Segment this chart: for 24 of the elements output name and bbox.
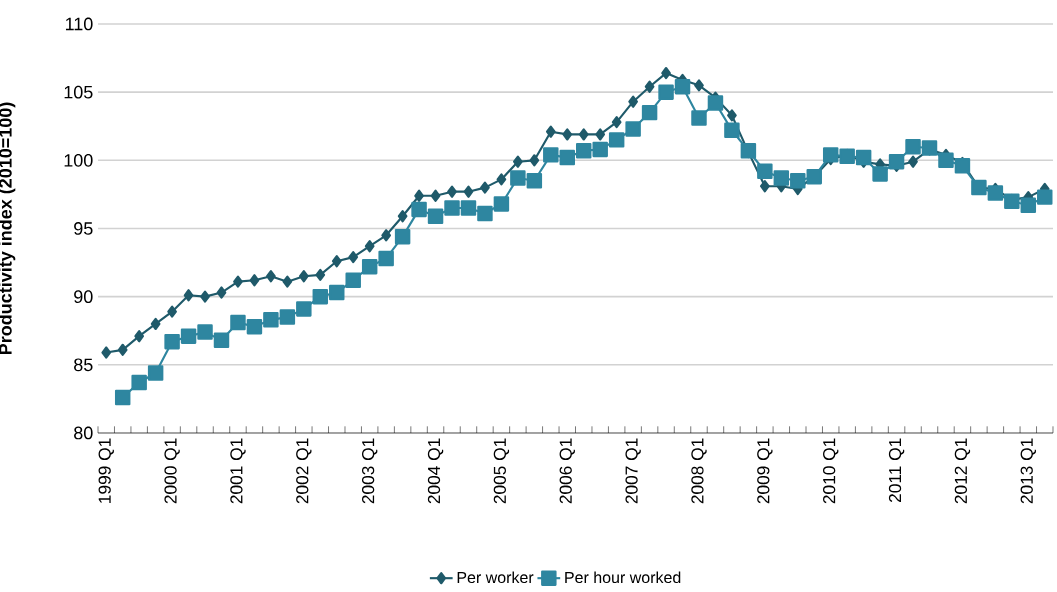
x-tick-label: 2008 Q1 xyxy=(691,438,707,504)
x-tick-label: 2005 Q1 xyxy=(493,438,510,504)
y-tick-label: 110 xyxy=(65,17,93,31)
x-tick-label: 2007 Q1 xyxy=(625,438,641,504)
y-tick-label: 100 xyxy=(64,153,93,167)
y-tick-label: 95 xyxy=(74,222,93,235)
x-tick-label: 2000 Q1 xyxy=(164,438,180,504)
x-tick-label: 1999 Q1 xyxy=(98,438,114,503)
y-tick-label: 85 xyxy=(74,358,93,372)
legend-label: Per hour worked xyxy=(565,571,681,584)
x-tick-label: 2001 Q1 xyxy=(230,438,246,504)
x-tick-label: 2013 Q1 xyxy=(1020,438,1036,504)
x-tick-label: 2003 Q1 xyxy=(361,438,378,504)
y-tick-label: 80 xyxy=(74,426,93,440)
x-tick-label: 2010 Q1 xyxy=(823,438,839,504)
x-tick-label: 2006 Q1 xyxy=(559,438,575,504)
x-tick-label: 2009 Q1 xyxy=(757,438,773,504)
x-tick-label: 2012 Q1 xyxy=(954,438,971,504)
y-tick-label: 105 xyxy=(64,85,93,99)
x-tick-label: 2011 Q1 xyxy=(888,438,905,503)
x-tick-label: 2004 Q1 xyxy=(427,438,444,504)
y-tick-label: 90 xyxy=(74,290,93,304)
x-tick-label: 2002 Q1 xyxy=(296,438,312,504)
legend-label: Per worker xyxy=(457,571,534,584)
